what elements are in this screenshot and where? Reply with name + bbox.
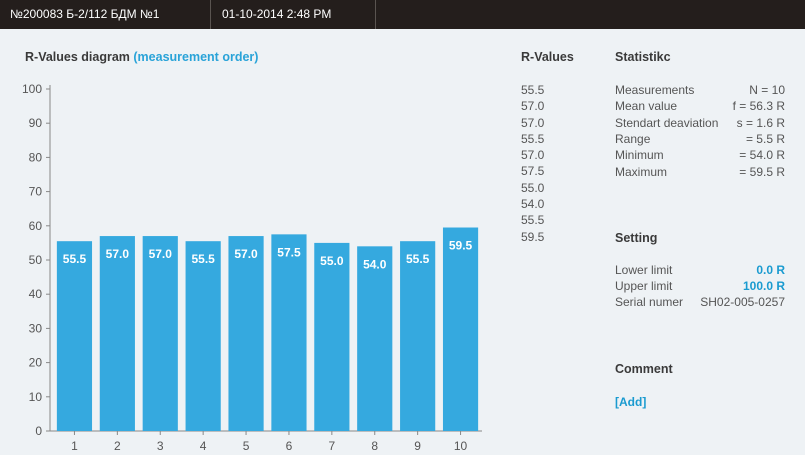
- top-bar: №200083 Б-2/112 БДМ №1 01-10-2014 2:48 P…: [0, 0, 805, 29]
- bar: [400, 241, 436, 431]
- y-tick-label: 50: [29, 253, 43, 267]
- lower-limit-label: Lower limit: [615, 263, 673, 277]
- bar: [314, 242, 350, 431]
- lower-limit-row: Lower limit 0.0 R: [615, 263, 785, 279]
- upper-limit-row: Upper limit 100.0 R: [615, 279, 785, 295]
- serial-number-row: Serial numer SH02-005-0257: [615, 295, 785, 311]
- device-id-label: №200083 Б-2/112 БДМ №1: [10, 7, 160, 21]
- statistics-value: = 54.0 R: [739, 148, 785, 163]
- comment-title: Comment: [615, 362, 673, 376]
- bar: [99, 236, 135, 431]
- statistics-row: Mean value f = 56.3 R: [615, 99, 785, 115]
- bar: [357, 246, 393, 431]
- statistics-value: s = 1.6 R: [736, 115, 785, 130]
- diagram-title: R-Values diagram (measurement order): [25, 50, 258, 64]
- header-divider: [210, 0, 211, 29]
- x-tick-label: 6: [286, 439, 293, 453]
- x-tick-label: 8: [371, 439, 378, 453]
- y-tick-label: 70: [29, 185, 43, 199]
- x-tick-label: 3: [157, 439, 164, 453]
- y-tick-label: 100: [22, 82, 42, 96]
- statistics-label: Range: [615, 131, 651, 146]
- rvalues-bar-chart: 0 10 20 30 40 50 60 70 80 90 100 55.5 1 57.0 2 57.0 3 55.…: [22, 82, 482, 453]
- x-tick-label: 2: [114, 439, 121, 453]
- statistics-row: Maximum = 59.5 R: [615, 165, 785, 181]
- bar-value-label: 55.5: [63, 252, 87, 266]
- bar-value-label: 55.0: [320, 254, 344, 268]
- statistics-label: Maximum: [615, 164, 668, 179]
- x-tick-label: 7: [329, 439, 336, 453]
- upper-limit-value[interactable]: 100.0 R: [742, 279, 785, 293]
- rvalue-item: 57.5: [521, 164, 545, 179]
- bar-value-label: 57.0: [234, 247, 258, 261]
- bar: [442, 227, 479, 431]
- rvalue-item: 55.5: [521, 131, 545, 146]
- lower-limit-value[interactable]: 0.0 R: [756, 263, 785, 277]
- upper-limit-label: Upper limit: [615, 279, 673, 293]
- rvalue-item: 57.0: [521, 99, 545, 114]
- rvalue-item: 55.5: [521, 213, 545, 228]
- statistics-row: Minimum = 54.0 R: [615, 148, 785, 164]
- statistics-row: Range = 5.5 R: [615, 132, 785, 148]
- y-tick-label: 20: [29, 356, 43, 370]
- y-tick-label: 60: [29, 219, 43, 233]
- x-tick-label: 5: [243, 439, 250, 453]
- x-tick-label: 10: [454, 439, 468, 453]
- x-tick-label: 1: [71, 439, 78, 453]
- bar-value-label: 55.5: [191, 252, 215, 266]
- rvalue-item: 55.5: [521, 83, 545, 97]
- x-tick-label: 4: [200, 439, 207, 453]
- serial-number-label: Serial numer: [615, 295, 684, 309]
- y-tick-label: 10: [29, 390, 43, 404]
- statistics-label: Measurements: [615, 83, 695, 97]
- bar-value-label: 59.5: [449, 239, 473, 253]
- rvalues-title: R-Values: [521, 50, 574, 64]
- diagram-title-main: R-Values diagram: [25, 50, 130, 64]
- statistics-row: Stendart deaviation s = 1.6 R: [615, 116, 785, 132]
- rvalue-item: 54.0: [521, 197, 545, 212]
- bar: [142, 236, 178, 431]
- bar: [56, 241, 93, 431]
- add-comment-link[interactable]: [Add]: [615, 395, 647, 409]
- setting-title: Setting: [615, 231, 658, 245]
- statistics-value: f = 56.3 R: [732, 99, 785, 114]
- bar: [228, 236, 264, 431]
- header-divider: [375, 0, 376, 29]
- statistics-label: Mean value: [615, 99, 678, 114]
- rvalues-list: 55.5 57.0 57.0 55.5 57.0 57.5 55.0 54.0 55.5 59.5: [521, 82, 544, 245]
- bar-value-label: 55.5: [406, 252, 430, 266]
- bar: [185, 241, 221, 431]
- y-tick-label: 0: [35, 424, 42, 438]
- statistics-value: N = 10: [749, 83, 785, 97]
- bar-value-label: 57.0: [149, 247, 173, 261]
- statistics-row: Measurements N = 10: [615, 83, 785, 99]
- statistics-value: = 5.5 R: [745, 131, 785, 146]
- datetime-label: 01-10-2014 2:48 PM: [222, 7, 332, 21]
- bar-value-label: 54.0: [363, 257, 387, 271]
- rvalue-item: 57.0: [521, 148, 545, 163]
- rvalue-item: 55.0: [521, 180, 545, 195]
- y-tick-label: 40: [29, 287, 43, 301]
- bar-value-label: 57.0: [106, 247, 130, 261]
- y-tick-label: 90: [29, 116, 43, 130]
- statistics-value: = 59.5 R: [739, 164, 785, 179]
- statistics-title: Statistikc: [615, 50, 671, 64]
- y-tick-label: 30: [29, 321, 43, 335]
- rvalue-item: 57.0: [521, 115, 545, 130]
- rvalue-item: 59.5: [521, 229, 545, 244]
- y-tick-label: 80: [29, 150, 43, 164]
- serial-number-value: SH02-005-0257: [700, 295, 785, 309]
- diagram-title-sub: (measurement order): [133, 50, 259, 64]
- statistics-label: Minimum: [615, 148, 664, 163]
- statistics-label: Stendart deaviation: [615, 115, 719, 130]
- bar: [271, 234, 307, 431]
- x-tick-label: 9: [414, 439, 421, 453]
- bar-value-label: 57.5: [277, 245, 301, 259]
